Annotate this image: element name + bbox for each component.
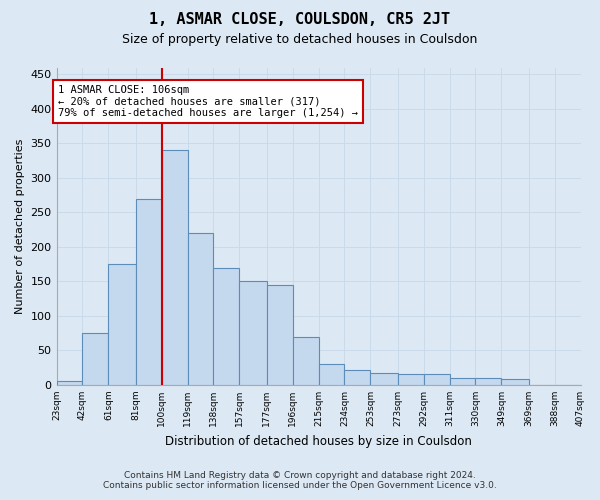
Text: 1, ASMAR CLOSE, COULSDON, CR5 2JT: 1, ASMAR CLOSE, COULSDON, CR5 2JT — [149, 12, 451, 28]
Bar — [344, 370, 370, 385]
Bar — [449, 378, 475, 385]
Bar — [424, 374, 449, 385]
Bar — [398, 374, 424, 385]
Bar — [161, 150, 188, 385]
Bar — [56, 382, 82, 385]
Bar — [136, 198, 161, 385]
Bar — [266, 285, 293, 385]
Text: Size of property relative to detached houses in Coulsdon: Size of property relative to detached ho… — [122, 32, 478, 46]
Bar — [109, 264, 136, 385]
Bar — [502, 380, 529, 385]
Bar — [82, 333, 109, 385]
Bar — [214, 268, 239, 385]
Bar — [475, 378, 502, 385]
Bar — [370, 372, 398, 385]
Text: 1 ASMAR CLOSE: 106sqm
← 20% of detached houses are smaller (317)
79% of semi-det: 1 ASMAR CLOSE: 106sqm ← 20% of detached … — [58, 85, 358, 118]
Bar — [188, 233, 214, 385]
Text: Contains HM Land Registry data © Crown copyright and database right 2024.
Contai: Contains HM Land Registry data © Crown c… — [103, 470, 497, 490]
Bar — [293, 336, 319, 385]
X-axis label: Distribution of detached houses by size in Coulsdon: Distribution of detached houses by size … — [165, 434, 472, 448]
Y-axis label: Number of detached properties: Number of detached properties — [15, 138, 25, 314]
Bar — [239, 282, 266, 385]
Bar — [319, 364, 344, 385]
